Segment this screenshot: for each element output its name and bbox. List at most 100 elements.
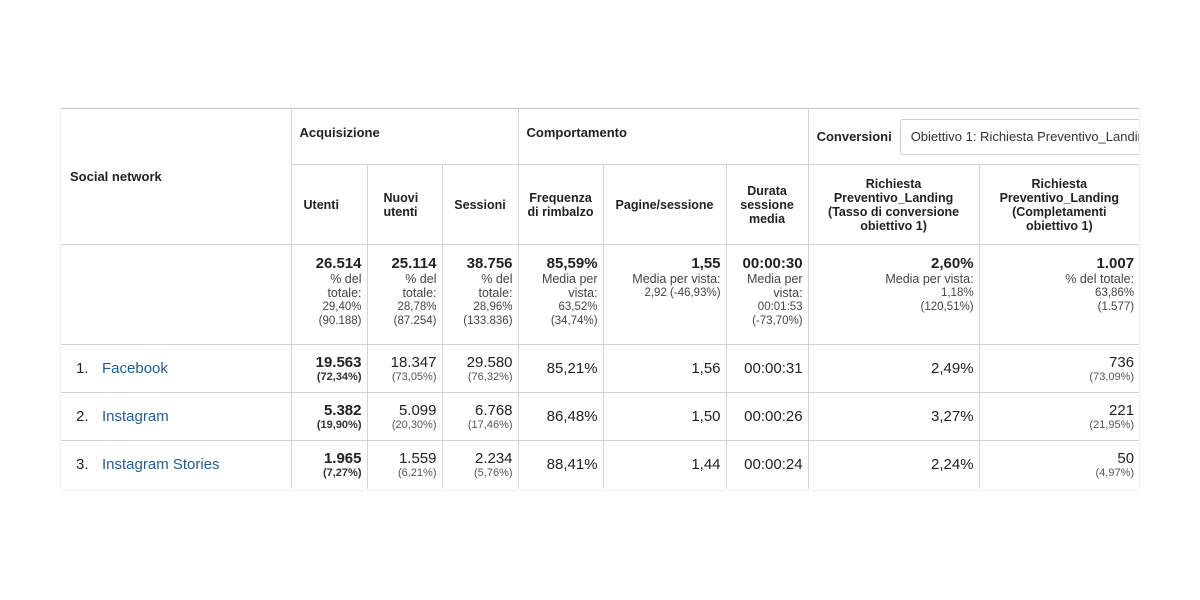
conversion-rate-value: 2,49%: [931, 360, 974, 377]
total-caption: % del totale:: [1065, 272, 1135, 286]
table-row: 2. Instagram 5.382 (19,90%) 5.099 (20,30%…: [61, 392, 1139, 441]
conversion-rate-cell: 2,24%: [807, 440, 980, 489]
dimension-header[interactable]: Social network: [61, 108, 292, 245]
row-link-facebook[interactable]: Facebook: [102, 360, 168, 377]
completions-cell: 221 (21,95%): [978, 392, 1139, 441]
users-cell: 19.563 (72,34%): [290, 344, 368, 393]
total-caption: Media per vista:: [541, 272, 598, 300]
avg-duration-cell: 00:00:31: [725, 344, 809, 393]
total-subvalue: 63,86% (1.577): [1095, 287, 1135, 313]
total-cell: 00:00:30 Media per vista: 00:01:53 (-73,…: [725, 244, 809, 345]
row-link-instagram-stories[interactable]: Instagram Stories: [102, 456, 220, 474]
total-value: 26.514: [315, 255, 362, 272]
pages-per-session-value: 1,56: [691, 360, 721, 377]
users-value: 5.382: [323, 401, 362, 419]
social-network-table: Social network Acquisizione Comportament…: [61, 108, 1139, 489]
avg-duration-cell: 00:00:26: [725, 392, 809, 441]
new-users-cell: 5.099 (20,30%): [366, 392, 443, 441]
completions-value: 736: [1109, 353, 1135, 371]
totals-label-cell: [61, 244, 292, 345]
column-header-label: Sessioni: [454, 197, 506, 212]
conversion-rate-value: 3,27%: [931, 408, 974, 425]
row-index: 1.: [76, 360, 89, 377]
users-cell: 5.382 (19,90%): [290, 392, 368, 441]
column-header-new-users[interactable]: Nuovi utenti: [366, 164, 443, 245]
column-header-sessions[interactable]: Sessioni: [441, 164, 519, 245]
total-cell: 1.007 % del totale: 63,86% (1.577): [978, 244, 1139, 345]
row-name-cell: 3. Instagram Stories: [61, 440, 292, 489]
total-cell: 2,60% Media per vista: 1,18% (120,51%): [807, 244, 980, 345]
row-name-cell: 1. Facebook: [61, 344, 292, 393]
totals-row: 26.514 % del totale: 29,40% (90.188) 25.…: [61, 244, 1139, 345]
new-users-percent: (6,21%): [397, 466, 437, 479]
bounce-rate-cell: 88,41%: [517, 440, 604, 489]
bounce-rate-cell: 85,21%: [517, 344, 604, 393]
total-value: 1,55: [691, 255, 721, 272]
bounce-rate-cell: 86,48%: [517, 392, 604, 441]
goal-selector-dropdown[interactable]: Obiettivo 1: Richiesta Preventivo_Landin…: [899, 118, 1139, 155]
total-caption: Media per vista:: [632, 272, 721, 286]
column-header-bounce-rate[interactable]: Frequenza di rimbalzo: [517, 164, 604, 245]
conversion-rate-cell: 2,49%: [807, 344, 980, 393]
total-cell: 85,59% Media per vista: 63,52% (34,74%): [517, 244, 604, 345]
row-index: 2.: [76, 408, 89, 425]
total-caption: % del totale:: [478, 272, 513, 300]
group-acquisition: Acquisizione: [290, 108, 519, 165]
column-header-label: Durata sessione media: [740, 183, 794, 226]
analytics-report-table: Social network Acquisizione Comportament…: [61, 108, 1139, 490]
sessions-value: 2.234: [474, 449, 513, 467]
sessions-value: 6.768: [474, 401, 513, 419]
group-header-row: Social network Acquisizione Comportament…: [61, 108, 1139, 245]
new-users-percent: (73,05%): [391, 370, 437, 383]
total-cell: 26.514 % del totale: 29,40% (90.188): [290, 244, 368, 345]
row-link-instagram[interactable]: Instagram: [102, 408, 169, 425]
sessions-percent: (5,76%): [474, 466, 513, 479]
users-value: 19.563: [315, 353, 362, 371]
total-subvalue: 63,52% (34,74%): [550, 301, 598, 327]
total-cell: 25.114 % del totale: 28,78% (87.254): [366, 244, 443, 345]
column-header-label: Nuovi utenti: [383, 190, 419, 219]
bounce-rate-value: 86,48%: [546, 408, 598, 425]
sessions-cell: 29.580 (76,32%): [441, 344, 519, 393]
avg-duration-cell: 00:00:24: [725, 440, 809, 489]
total-cell: 38.756 % del totale: 28,96% (133.836): [441, 244, 519, 345]
table-row: 3. Instagram Stories 1.965 (7,27%) 1.559 …: [61, 440, 1139, 489]
bounce-rate-value: 88,41%: [546, 456, 598, 474]
completions-cell: 736 (73,09%): [978, 344, 1139, 393]
users-value: 1.965: [323, 449, 362, 467]
group-acquisition-label: Acquisizione: [299, 125, 380, 140]
users-percent: (19,90%): [316, 418, 362, 431]
column-header-label: Pagine/sessione: [615, 197, 714, 212]
column-header-goal-completions[interactable]: Richiesta Preventivo_Landing (Completame…: [978, 164, 1139, 245]
group-behavior-label: Comportamento: [526, 125, 627, 140]
column-header-users[interactable]: Utenti: [290, 164, 368, 245]
new-users-cell: 18.347 (73,05%): [366, 344, 443, 393]
completions-value: 50: [1117, 449, 1135, 467]
new-users-cell: 1.559 (6,21%): [366, 440, 443, 489]
total-subvalue: 28,78% (87.254): [393, 301, 437, 327]
total-value: 25.114: [391, 255, 437, 272]
sessions-cell: 2.234 (5,76%): [441, 440, 519, 489]
avg-duration-value: 00:00:26: [744, 408, 803, 425]
column-header-label: Frequenza di rimbalzo: [527, 190, 594, 219]
column-header-pages-per-session[interactable]: Pagine/sessione: [602, 164, 727, 245]
new-users-value: 5.099: [398, 401, 437, 419]
sessions-percent: (17,46%): [467, 418, 513, 431]
completions-value: 221: [1109, 401, 1135, 419]
completions-cell: 50 (4,97%): [978, 440, 1139, 489]
column-header-row: Utenti Nuovi utenti Sessioni Frequenza d…: [61, 164, 1139, 245]
users-cell: 1.965 (7,27%): [290, 440, 368, 489]
new-users-value: 18.347: [390, 353, 437, 371]
completions-percent: (4,97%): [1095, 466, 1135, 479]
pages-per-session-cell: 1,56: [602, 344, 727, 393]
total-caption: Media per vista:: [885, 272, 974, 286]
column-header-goal-conversion-rate[interactable]: Richiesta Preventivo_Landing (Tasso di c…: [807, 164, 980, 245]
pages-per-session-value: 1,44: [691, 456, 721, 474]
dimension-header-label: Social network: [70, 169, 162, 184]
pages-per-session-cell: 1,44: [602, 440, 727, 489]
column-header-avg-session-duration[interactable]: Durata sessione media: [725, 164, 809, 245]
avg-duration-value: 00:00:31: [744, 360, 803, 377]
sessions-value: 29.580: [466, 353, 513, 371]
total-subvalue: 00:01:53 (-73,70%): [752, 301, 803, 327]
column-header-label: Utenti: [303, 197, 339, 212]
